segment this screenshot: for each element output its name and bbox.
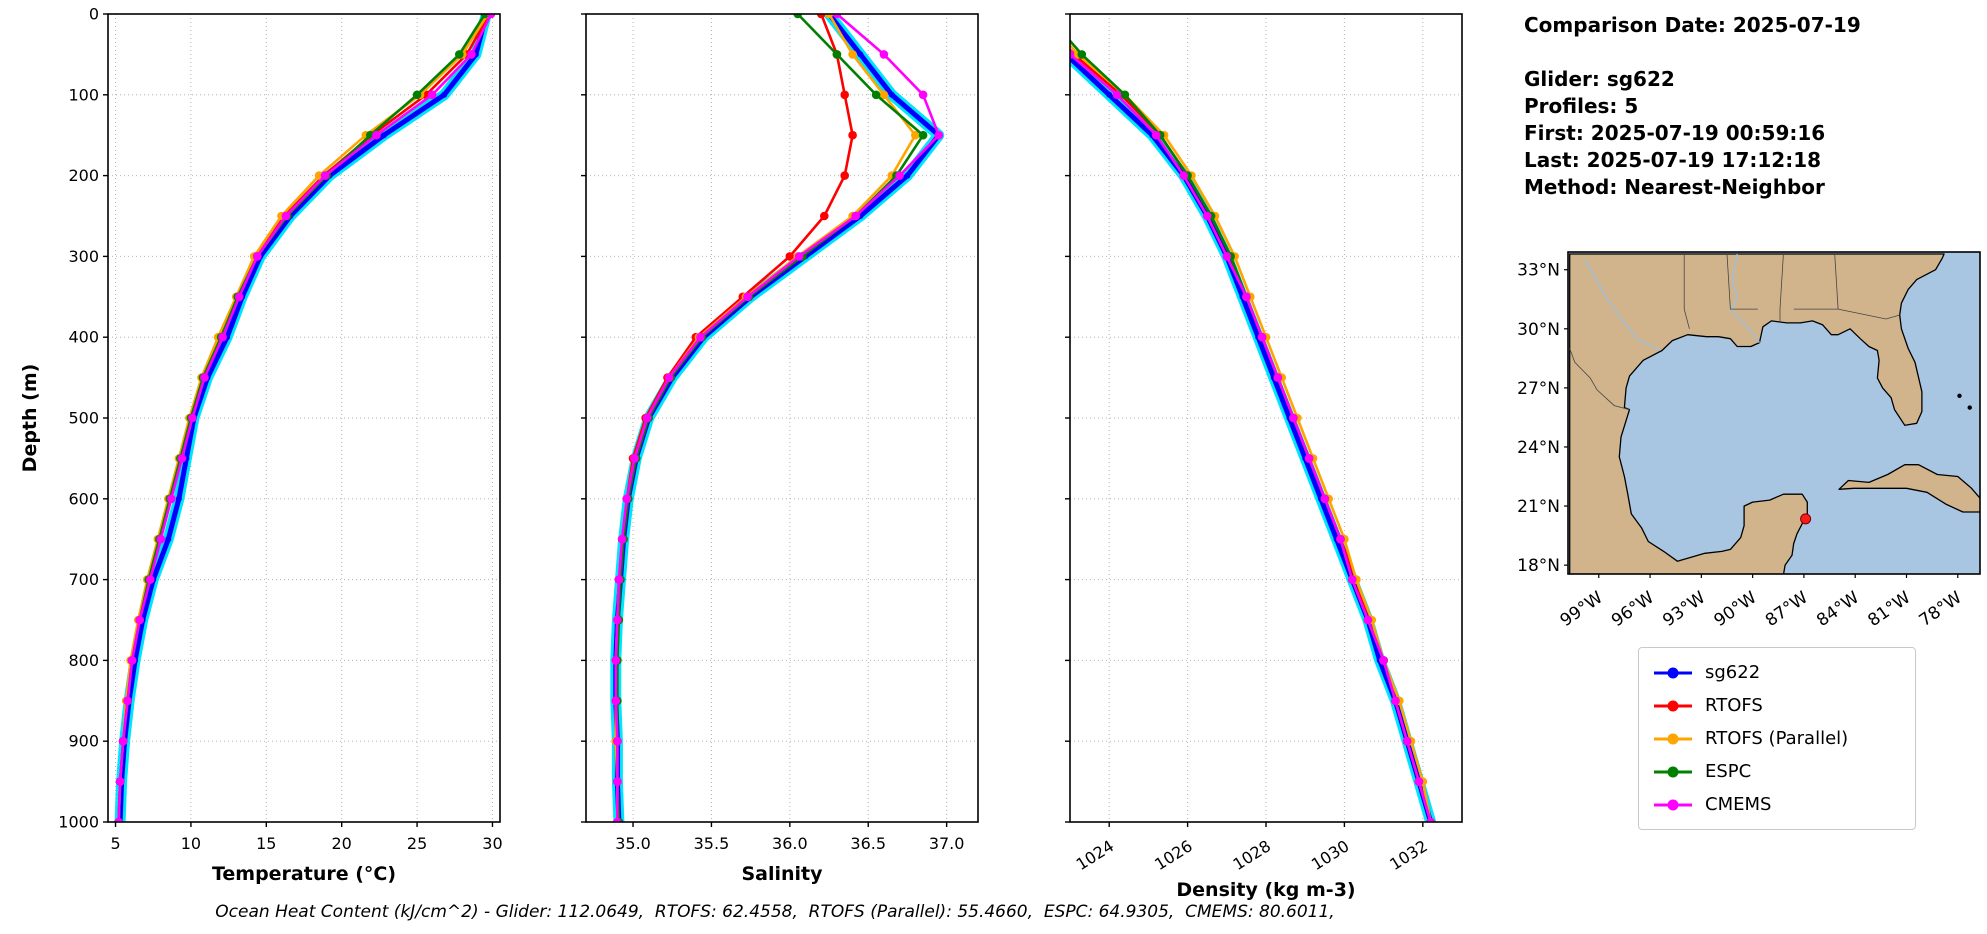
svg-text:20: 20: [332, 834, 352, 853]
svg-text:15: 15: [256, 834, 276, 853]
svg-text:Density (kg m-3): Density (kg m-3): [1176, 879, 1355, 901]
legend-label: RTOFS (Parallel): [1705, 728, 1849, 749]
svg-text:30°N: 30°N: [1517, 320, 1560, 340]
legend-label: CMEMS: [1705, 794, 1772, 815]
svg-text:600: 600: [68, 489, 99, 508]
svg-text:33°N: 33°N: [1517, 261, 1560, 281]
svg-text:78°W: 78°W: [1916, 588, 1966, 631]
svg-text:36.0: 36.0: [772, 834, 808, 853]
legend-label: ESPC: [1705, 761, 1752, 782]
svg-text:87°W: 87°W: [1762, 588, 1812, 631]
svg-text:18°N: 18°N: [1517, 556, 1560, 576]
svg-text:400: 400: [68, 328, 99, 347]
method: Method: Nearest-Neighbor: [1524, 175, 1825, 199]
svg-text:25: 25: [407, 834, 427, 853]
legend-line-sample-icon: [1654, 733, 1692, 744]
svg-text:1000: 1000: [58, 813, 99, 832]
legend-line-sample-icon: [1654, 766, 1692, 777]
svg-text:1026: 1026: [1151, 836, 1196, 874]
svg-text:1032: 1032: [1386, 836, 1431, 874]
svg-text:1030: 1030: [1308, 836, 1353, 874]
glider-name: Glider: sg622: [1524, 67, 1675, 91]
temperature-profile-chart: 5 10 15 20 25 3001002003004005006007008009001…: [19, 5, 503, 886]
svg-text:35.5: 35.5: [694, 834, 730, 853]
svg-text:99°W: 99°W: [1557, 588, 1607, 631]
density-profile-chart: 1024 1026 1028 1030 1032 Density (kg m-3): [1065, 13, 1463, 901]
svg-text:800: 800: [68, 651, 99, 670]
svg-text:5: 5: [110, 834, 120, 853]
svg-text:500: 500: [68, 409, 99, 428]
svg-text:36.5: 36.5: [850, 834, 886, 853]
profiles-count: Profiles: 5: [1524, 94, 1639, 118]
legend-line-sample-icon: [1654, 799, 1692, 810]
legend-item-cmems: CMEMS: [1651, 788, 1903, 821]
svg-text:84°W: 84°W: [1813, 588, 1863, 631]
svg-text:21°N: 21°N: [1517, 497, 1560, 517]
svg-text:300: 300: [68, 247, 99, 266]
svg-text:90°W: 90°W: [1711, 588, 1761, 631]
last-profile-time: Last: 2025-07-19 17:12:18: [1524, 148, 1822, 172]
svg-text:27°N: 27°N: [1517, 379, 1560, 399]
svg-text:1024: 1024: [1073, 836, 1118, 874]
legend-line-sample-icon: [1654, 700, 1692, 711]
svg-text:Depth (m): Depth (m): [19, 364, 41, 473]
legend-item-rtofs-parallel-: RTOFS (Parallel): [1651, 722, 1903, 755]
legend-label: sg622: [1705, 662, 1761, 683]
svg-text:0: 0: [89, 5, 99, 24]
svg-text:96°W: 96°W: [1608, 588, 1658, 631]
svg-text:35.0: 35.0: [615, 834, 651, 853]
svg-text:1028: 1028: [1230, 836, 1275, 874]
comparison-date: Comparison Date: 2025-07-19: [1524, 13, 1861, 37]
svg-text:900: 900: [68, 732, 99, 751]
svg-text:Temperature (°C): Temperature (°C): [212, 863, 396, 885]
svg-text:81°W: 81°W: [1864, 588, 1914, 631]
first-profile-time: First: 2025-07-19 00:59:16: [1524, 121, 1826, 145]
ohc-footer: Ocean Heat Content (kJ/cm^2) - Glider: 1…: [215, 902, 1335, 922]
legend-label: RTOFS: [1705, 695, 1763, 716]
svg-text:Salinity: Salinity: [741, 863, 823, 885]
svg-text:37.0: 37.0: [929, 834, 965, 853]
svg-text:700: 700: [68, 570, 99, 589]
glider-position-marker: [1800, 513, 1812, 525]
svg-text:24°N: 24°N: [1517, 438, 1560, 458]
legend-line-sample-icon: [1654, 667, 1692, 678]
legend: sg622 RTOFS RTOFS (Parallel) ESPC CMEMS: [1638, 647, 1916, 830]
svg-text:30: 30: [482, 834, 502, 853]
salinity-profile-chart: 35.0 35.5 36.0 36.5 37.0 Salinity: [581, 13, 979, 885]
svg-text:10: 10: [181, 834, 201, 853]
svg-text:200: 200: [68, 166, 99, 185]
legend-item-espc: ESPC: [1651, 755, 1903, 788]
svg-text:100: 100: [68, 85, 99, 104]
svg-text:93°W: 93°W: [1659, 588, 1709, 631]
legend-item-rtofs: RTOFS: [1651, 689, 1903, 722]
gulf-of-mexico-map: 33°N 30°N 27°N 24°N 21°N 18°N 99°W 96°W 93°W 90°W…: [1517, 251, 1981, 631]
info-panel: Comparison Date: 2025-07-19 Glider: sg62…: [1524, 12, 1861, 201]
legend-item-sg622: sg622: [1651, 656, 1903, 689]
